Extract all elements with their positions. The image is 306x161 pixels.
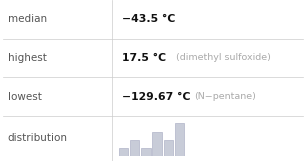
Text: lowest: lowest [8, 92, 42, 102]
Text: −43.5 °C: −43.5 °C [122, 14, 176, 24]
Bar [130, 140, 140, 156]
Text: 17.5 °C: 17.5 °C [122, 53, 166, 63]
Bar [119, 148, 128, 156]
Bar [175, 123, 184, 156]
Text: (dimethyl sulfoxide): (dimethyl sulfoxide) [176, 53, 271, 62]
Text: distribution: distribution [8, 133, 68, 143]
Text: −129.67 °C: −129.67 °C [122, 92, 191, 102]
Text: median: median [8, 14, 47, 24]
Bar [163, 140, 173, 156]
Bar [141, 148, 151, 156]
Bar [152, 132, 162, 156]
Text: (N−pentane): (N−pentane) [194, 92, 256, 101]
Text: highest: highest [8, 53, 47, 63]
